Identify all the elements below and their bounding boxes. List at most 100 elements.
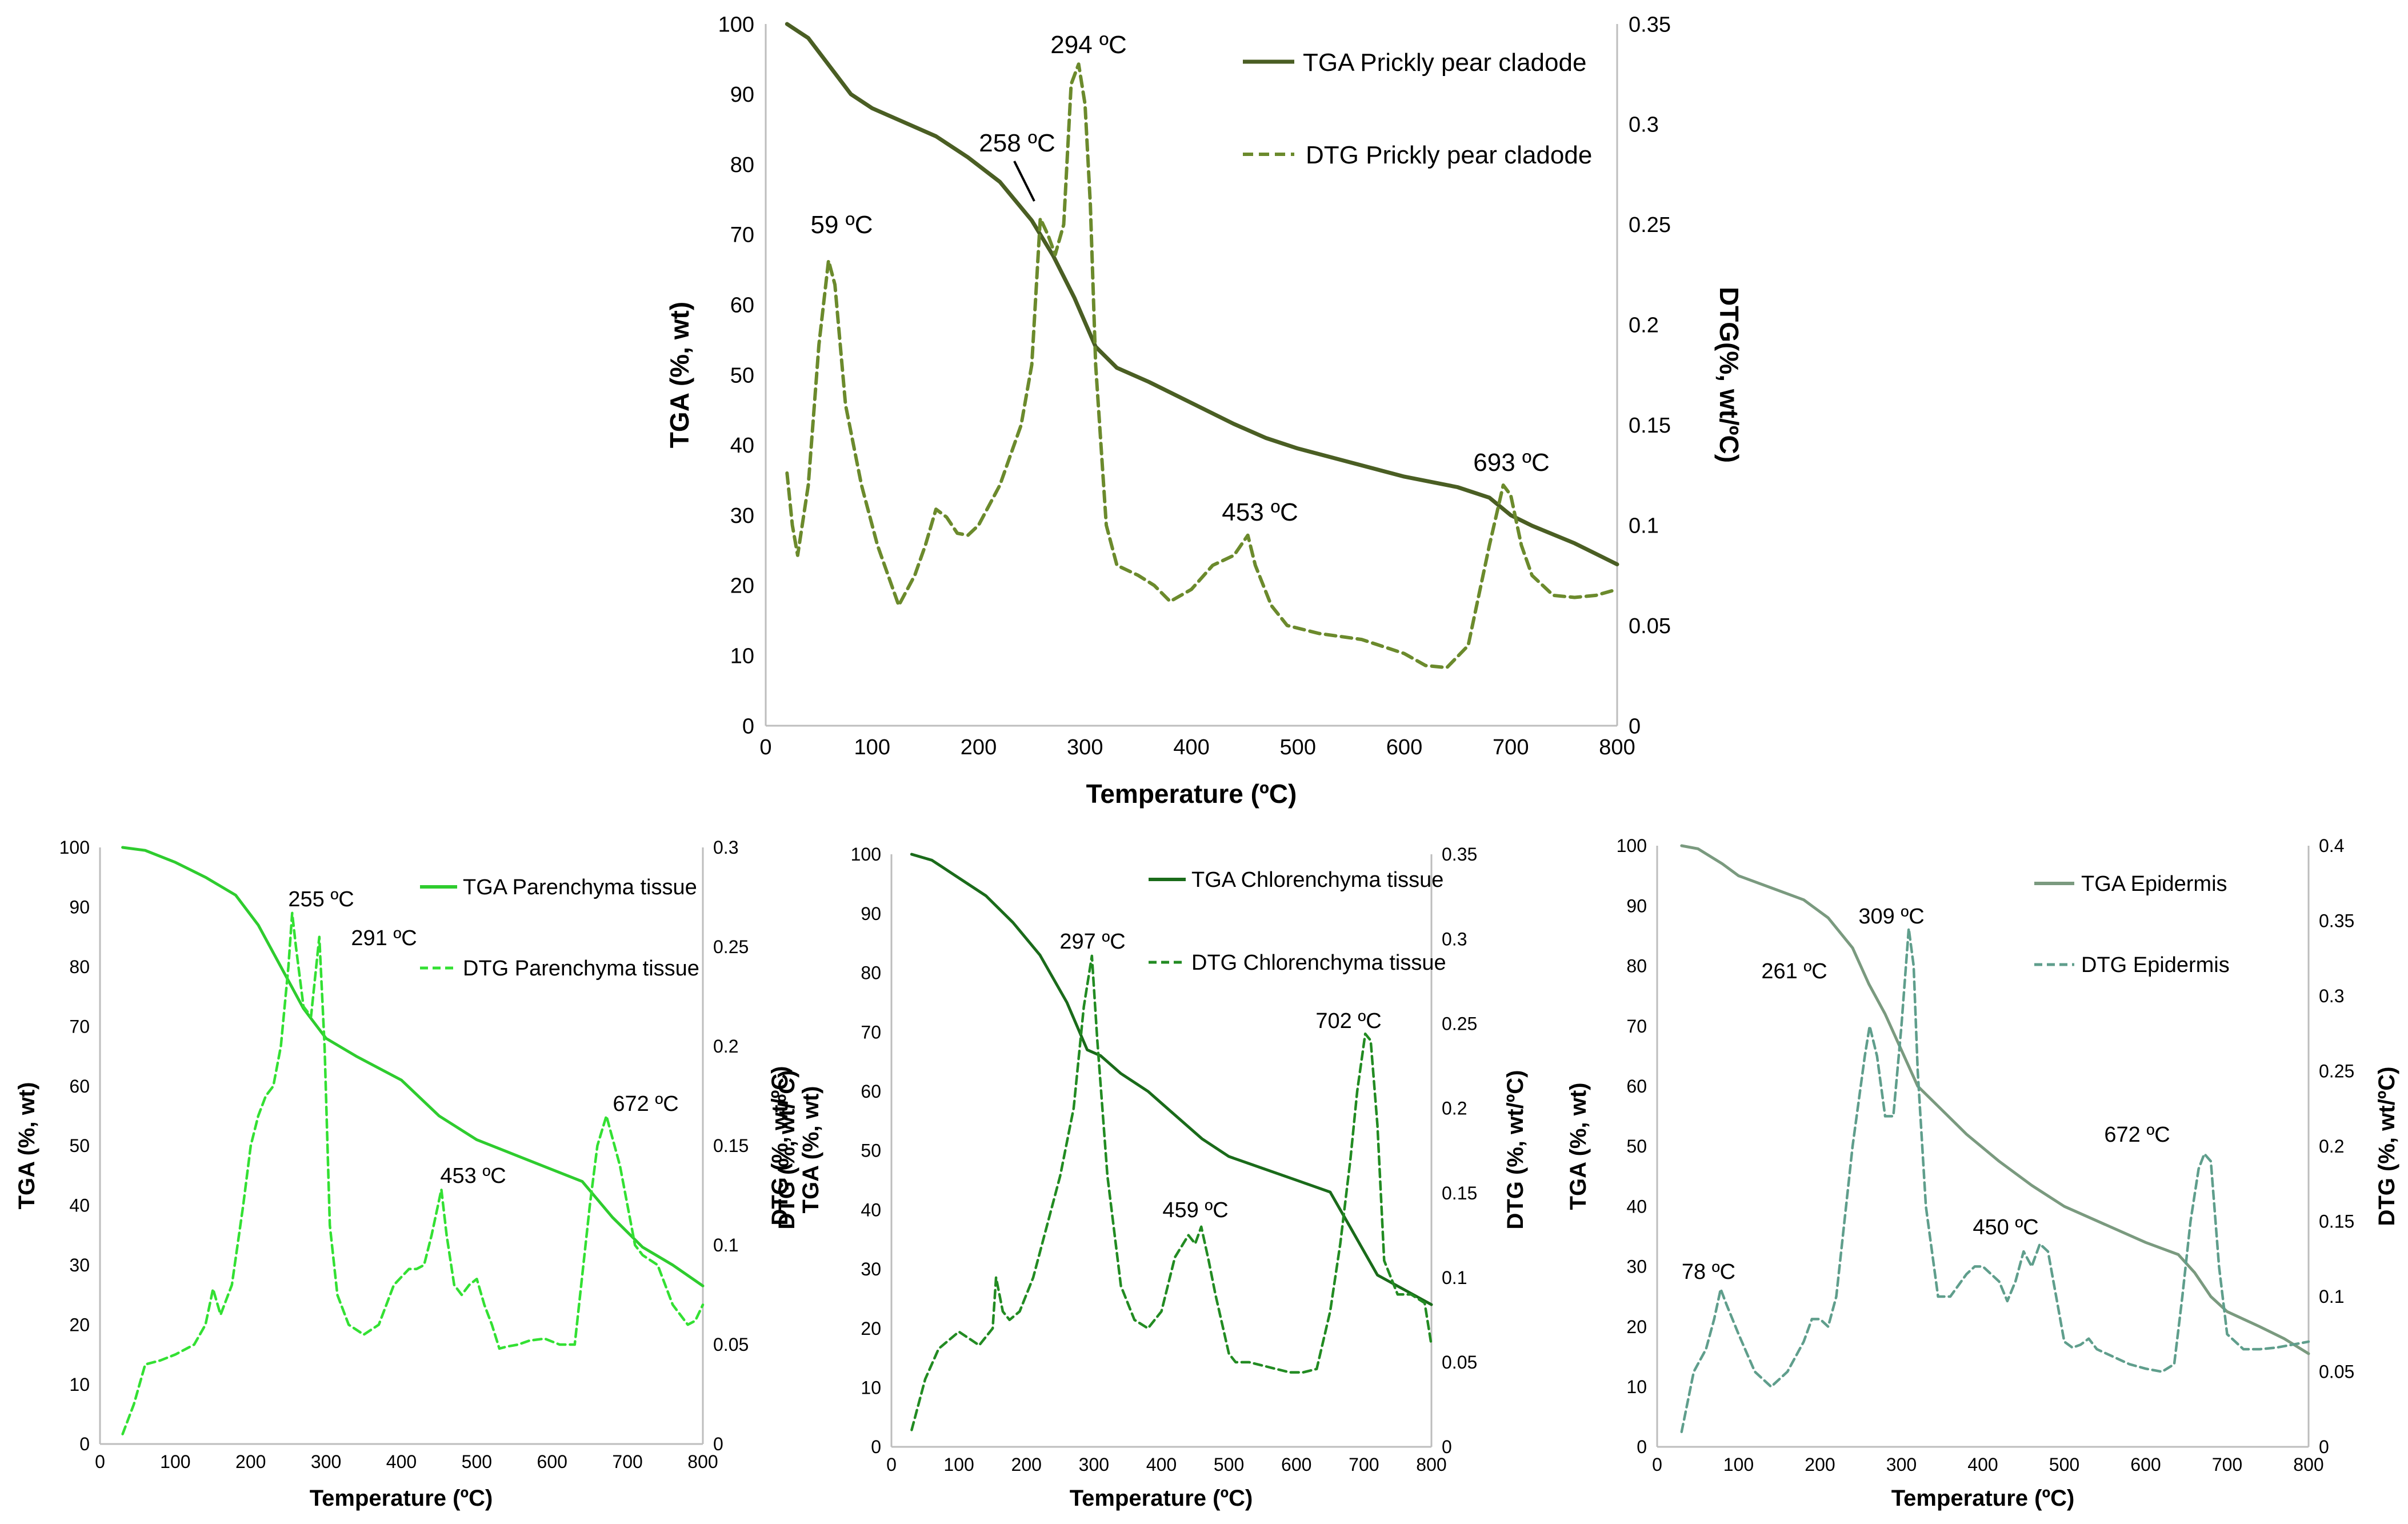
tga-tick-label: 0	[742, 714, 754, 738]
x-tick-label: 500	[2049, 1454, 2079, 1475]
tga-tick-label: 60	[861, 1081, 881, 1102]
x-axis-label: Temperature (ºC)	[1070, 1486, 1253, 1511]
tga-tick-label: 60	[1626, 1076, 1647, 1097]
dtg-tick-label: 0	[2319, 1437, 2329, 1457]
x-tick-label: 100	[1723, 1454, 1754, 1475]
x-tick-label: 400	[386, 1451, 417, 1472]
tga-tick-label: 100	[718, 13, 754, 37]
peak-label-255: 255 ºC	[288, 887, 354, 911]
tga-tick-label: 90	[69, 897, 90, 918]
tga-ticks: 0 10 20 30 40 50 60 70 80 90 100	[59, 837, 90, 1454]
x-tick-label: 400	[1967, 1454, 1998, 1475]
peak-258-leader	[1013, 161, 1035, 202]
x-tick-label: 700	[1349, 1454, 1379, 1475]
x-tick-label: 500	[462, 1451, 492, 1472]
x-tick-label: 600	[1281, 1454, 1311, 1475]
peak-label-702: 702 ºC	[1315, 1009, 1381, 1033]
x-axis-label: Temperature (ºC)	[1086, 779, 1297, 809]
tga-tick-label: 50	[730, 363, 754, 387]
tga-tick-label: 100	[59, 837, 90, 858]
dtg-tick-label: 0.3	[2319, 986, 2344, 1006]
x-tick-label: 500	[1280, 735, 1316, 759]
tga-tick-label: 70	[861, 1022, 881, 1042]
tga-ticks: 0 10 20 30 40 50 60 70 80 90 100	[718, 13, 754, 738]
chart-prickly-pear: 0 100 200 300 400 500 600 700 800 01020304050607…	[665, 13, 1744, 809]
dtg-tick-label: 0.15	[713, 1135, 749, 1156]
x-tick-label: 800	[2293, 1454, 2323, 1475]
x-ticks: 0 100 200 300 400 500 600 700 800	[95, 1451, 718, 1472]
x-tick-label: 0	[1652, 1454, 1662, 1475]
x-tick-label: 200	[235, 1451, 266, 1472]
tga-series-line	[121, 846, 705, 1287]
peak-label-450: 450 ºC	[1973, 1215, 2038, 1239]
tga-series-line	[910, 853, 1433, 1306]
dtg-tick-label: 0	[713, 1434, 723, 1454]
x-tick-label: 200	[1805, 1454, 1835, 1475]
peak-label-59: 59 ºC	[810, 211, 873, 239]
dtg-tick-label: 0.2	[1442, 1098, 1467, 1119]
tga-axis-label: TGA (%, wt)	[14, 1082, 39, 1210]
x-tick-label: 400	[1146, 1454, 1177, 1475]
x-tick-label: 200	[961, 735, 997, 759]
tga-tick-label: 10	[861, 1378, 881, 1398]
tga-tick-label: 50	[1626, 1136, 1647, 1157]
dtg-axis-label: DTG (%, wt/ºC)	[767, 1066, 793, 1225]
x-tick-label: 600	[1386, 735, 1422, 759]
tga-axis-label: TGA (%, wt)	[665, 302, 694, 448]
peak-label-291: 291 ºC	[351, 926, 417, 950]
tga-tick-label: 40	[730, 434, 754, 458]
dtg-ticks: 0 0.05 0.1 0.15 0.2 0.25 0.3 0.35 0.4	[2319, 835, 2354, 1457]
x-tick-label: 700	[2212, 1454, 2242, 1475]
peak-label-693: 693 ºC	[1473, 449, 1549, 477]
x-axis-label: Temperature (ºC)	[310, 1486, 493, 1511]
dtg-tick-label: 0.35	[2319, 911, 2354, 931]
x-tick-label: 0	[886, 1454, 897, 1475]
dtg-tick-label: 0.1	[713, 1235, 738, 1255]
x-tick-label: 100	[943, 1454, 974, 1475]
tga-tick-label: 90	[730, 83, 754, 107]
chart-chlorenchyma: 0 100 200 300 400 500 600 700 800 01020304050607…	[774, 844, 1528, 1511]
x-tick-label: 600	[537, 1451, 567, 1472]
tga-tick-label: 40	[1626, 1196, 1647, 1217]
x-tick-label: 0	[95, 1451, 105, 1472]
dtg-tick-label: 0.25	[1442, 1013, 1477, 1034]
dtg-ticks: 0 0.05 0.1 0.15 0.2 0.25 0.3 0.35	[1629, 13, 1671, 738]
dtg-tick-label: 0.1	[1442, 1267, 1467, 1288]
x-axis-label: Temperature (ºC)	[1891, 1486, 2075, 1511]
tga-tick-label: 70	[1626, 1016, 1647, 1037]
tga-tick-label: 30	[69, 1255, 90, 1275]
tga-tick-label: 20	[1626, 1317, 1647, 1337]
dtg-tick-label: 0.25	[1629, 213, 1671, 237]
dtg-ticks: 0 0.05 0.1 0.15 0.2 0.25 0.3 0.35	[1442, 844, 1477, 1457]
tga-axis-label: TGA (%, wt)	[1566, 1083, 1591, 1210]
tga-series-line	[1680, 844, 2310, 1355]
x-tick-label: 800	[1416, 1454, 1446, 1475]
x-tick-label: 100	[854, 735, 890, 759]
dtg-ticks: 0 0.05 0.1 0.15 0.2 0.25 0.3	[713, 837, 749, 1454]
x-tick-label: 600	[2130, 1454, 2161, 1475]
dtg-axis-label: DTG (%, wt/ºC)	[1503, 1070, 1528, 1229]
dtg-axis-label-left: DTG (%, wt/ºC)	[774, 1070, 799, 1229]
dtg-tick-label: 0.05	[1629, 614, 1671, 638]
tga-tick-label: 10	[1626, 1377, 1647, 1397]
peak-label-459: 459 ºC	[1162, 1198, 1228, 1222]
legend-tga-label: TGA Prickly pear cladode	[1303, 49, 1586, 77]
tga-tick-label: 30	[861, 1259, 881, 1279]
dtg-tick-label: 0.3	[1629, 113, 1659, 137]
peak-label-672: 672 ºC	[613, 1092, 678, 1116]
tga-tick-label: 50	[69, 1135, 90, 1156]
x-ticks: 0 100 200 300 400 500 600 700 800	[1652, 1454, 2324, 1475]
x-tick-label: 0	[759, 735, 771, 759]
dtg-series-line	[1680, 927, 2310, 1433]
tga-series-line	[785, 22, 1619, 567]
peak-label-261: 261 ºC	[1761, 959, 1827, 983]
peak-label-258: 258 ºC	[979, 129, 1055, 157]
legend: TGA Prickly pear cladode DTG Prickly pea…	[1243, 49, 1592, 169]
tga-tick-label: 0	[79, 1434, 90, 1454]
chart-epidermis: 0 100 200 300 400 500 600 700 800 01020304050607…	[1566, 835, 2399, 1511]
x-tick-label: 500	[1214, 1454, 1244, 1475]
dtg-tick-label: 0.15	[1442, 1183, 1477, 1203]
dtg-tick-label: 0.2	[2319, 1136, 2344, 1157]
tga-tick-label: 80	[730, 153, 754, 177]
